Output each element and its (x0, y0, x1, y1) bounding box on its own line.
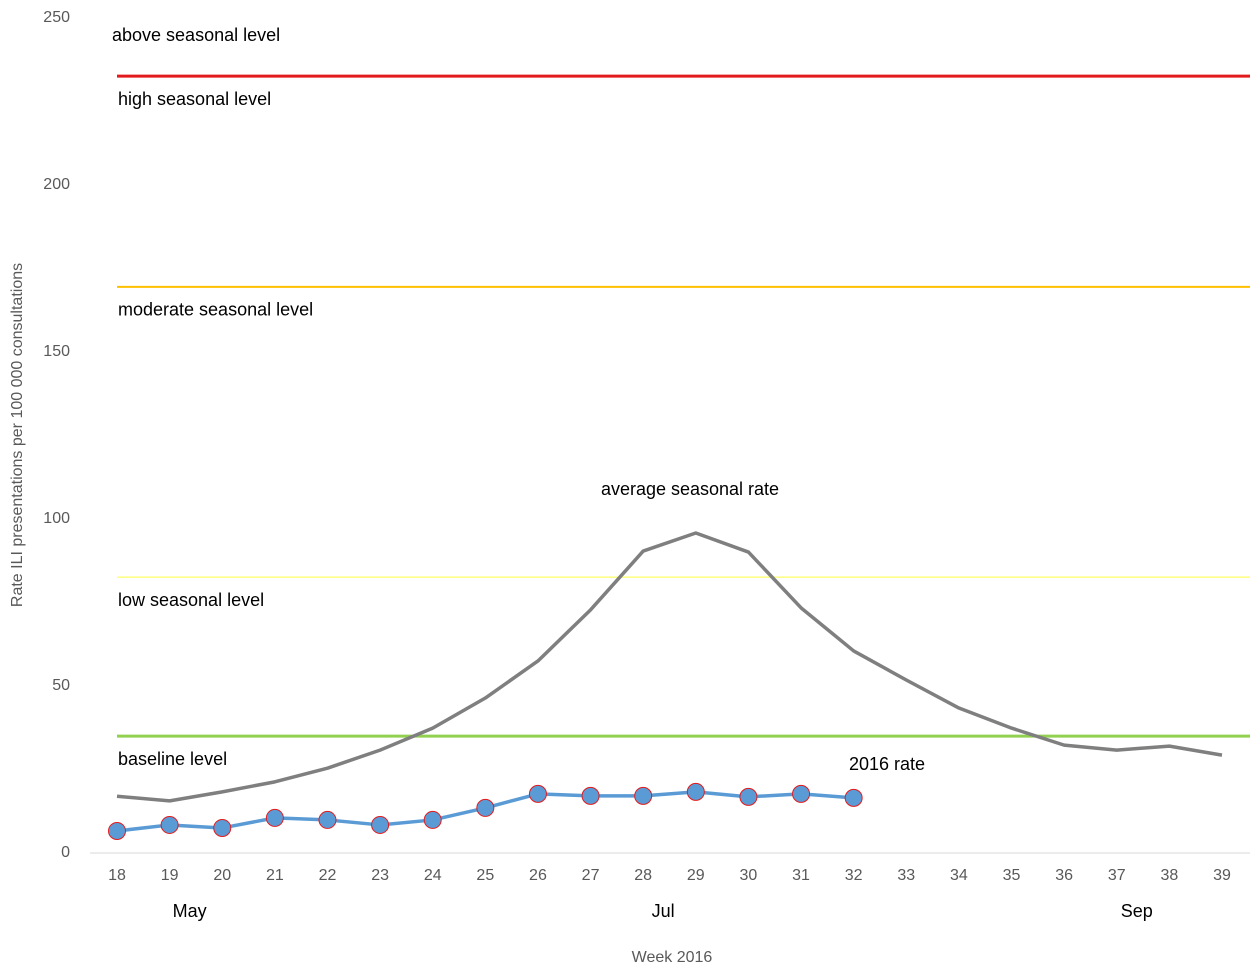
x-tick-label: 31 (792, 867, 810, 884)
x-tick-label: 24 (424, 867, 442, 884)
x-tick-label: 39 (1213, 867, 1231, 884)
x-tick-label: 22 (319, 867, 337, 884)
x-tick-label: 33 (897, 867, 915, 884)
series-line (116, 531, 1223, 803)
x-tick-label: 36 (1055, 867, 1073, 884)
y-tick-label: 0 (61, 844, 70, 861)
data-point (476, 798, 495, 817)
data-point (634, 786, 653, 805)
month-label: Jul (652, 901, 675, 921)
x-tick-label: 18 (108, 867, 126, 884)
x-tick-label: 32 (845, 867, 863, 884)
threshold-label: baseline level (118, 749, 227, 769)
y-tick-label: 200 (43, 176, 70, 193)
threshold-label: high seasonal level (118, 89, 271, 109)
x-tick-label: 26 (529, 867, 547, 884)
y-tick-label: 100 (43, 510, 70, 527)
data-point (844, 788, 863, 807)
threshold-label: low seasonal level (118, 590, 264, 610)
month-label: Sep (1121, 901, 1153, 921)
month-label: May (173, 901, 207, 921)
data-point (213, 818, 232, 837)
data-point (160, 815, 179, 834)
y-axis-title: Rate ILI presentations per 100 000 consu… (9, 263, 26, 607)
data-point (528, 784, 547, 803)
data-point (686, 782, 705, 801)
x-tick-label: 21 (266, 867, 284, 884)
threshold-label: moderate seasonal level (118, 300, 313, 320)
x-tick-label: 25 (476, 867, 494, 884)
data-point (371, 815, 390, 834)
data-point (318, 810, 337, 829)
x-tick-label: 37 (1108, 867, 1126, 884)
x-tick-label: 28 (634, 867, 652, 884)
data-point (792, 784, 811, 803)
x-tick-label: 29 (687, 867, 705, 884)
data-point (265, 808, 284, 827)
y-tick-label: 150 (43, 343, 70, 360)
y-tick-label: 250 (43, 9, 70, 26)
x-tick-label: 38 (1160, 867, 1178, 884)
series-label: average seasonal rate (601, 479, 779, 499)
x-tick-label: 27 (582, 867, 600, 884)
x-tick-label: 19 (161, 867, 179, 884)
data-point (581, 786, 600, 805)
x-tick-label: 30 (740, 867, 758, 884)
data-point (739, 787, 758, 806)
threshold-label: above seasonal level (112, 25, 280, 45)
y-tick-label: 50 (52, 677, 70, 694)
data-point (423, 810, 442, 829)
series-label: 2016 rate (849, 754, 925, 774)
x-axis-title: Week 2016 (632, 949, 713, 966)
x-tick-label: 35 (1003, 867, 1021, 884)
x-tick-label: 34 (950, 867, 968, 884)
data-point (108, 821, 126, 840)
x-tick-label: 20 (213, 867, 231, 884)
x-tick-label: 23 (371, 867, 389, 884)
